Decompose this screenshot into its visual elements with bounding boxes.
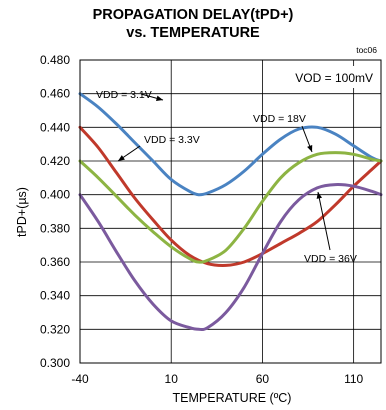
series-label-3: VDD = 18V — [253, 113, 306, 125]
vod-annotation: VOD = 100mV — [295, 71, 373, 85]
y-tick-label: 0.420 — [40, 154, 70, 168]
series-line-2 — [78, 125, 383, 267]
y-tick-label: 0.320 — [40, 322, 70, 336]
y-tick-label: 0.360 — [40, 255, 70, 269]
x-tick-label: 60 — [256, 372, 270, 386]
callout-arrow-4 — [316, 192, 323, 199]
series-line-3 — [78, 151, 383, 264]
x-tick-label: -40 — [71, 372, 89, 386]
chart-title: PROPAGATION DELAY(tPD+) — [92, 7, 294, 23]
callout-line-4 — [317, 191, 331, 251]
y-tick-label: 0.480 — [40, 53, 70, 67]
vod-box-bg — [301, 66, 377, 88]
tick-labels: 0.300 0.320 0.340 0.360 0.380 0.400 0.420 0.440… — [40, 53, 364, 386]
chart-code: toc06 — [356, 45, 377, 55]
series-group — [78, 92, 383, 332]
y-tick-label: 0.340 — [40, 289, 70, 303]
series-line-4 — [78, 183, 383, 332]
series-label-2: VDD = 3.3V — [144, 134, 200, 146]
callout-arrow-2 — [118, 155, 125, 161]
series-annotations: VDD = 3.1V VDD = 3.3V VDD = 18V VDD = 36V — [96, 89, 357, 265]
y-tick-label: 0.460 — [40, 87, 70, 101]
chart-subtitle: vs. TEMPERATURE — [126, 25, 260, 41]
callout-arrow-1 — [156, 95, 163, 101]
y-axis-label: tPD+(µs) — [15, 187, 29, 237]
y-tick-label: 0.380 — [40, 221, 70, 235]
x-axis-label: TEMPERATURE (ºC) — [173, 391, 292, 405]
series-label-4: VDD = 36V — [304, 253, 357, 265]
y-tick-label: 0.440 — [40, 120, 70, 134]
callout-arrow-3 — [307, 144, 313, 152]
x-tick-label: 110 — [344, 372, 363, 386]
y-tick-label: 0.300 — [40, 356, 70, 370]
series-label-1: VDD = 3.1V — [96, 89, 152, 101]
x-tick-label: 10 — [165, 372, 179, 386]
plot-frame — [79, 59, 382, 364]
grid — [79, 59, 381, 364]
series-line-1 — [78, 92, 383, 197]
y-tick-label: 0.400 — [40, 188, 70, 202]
